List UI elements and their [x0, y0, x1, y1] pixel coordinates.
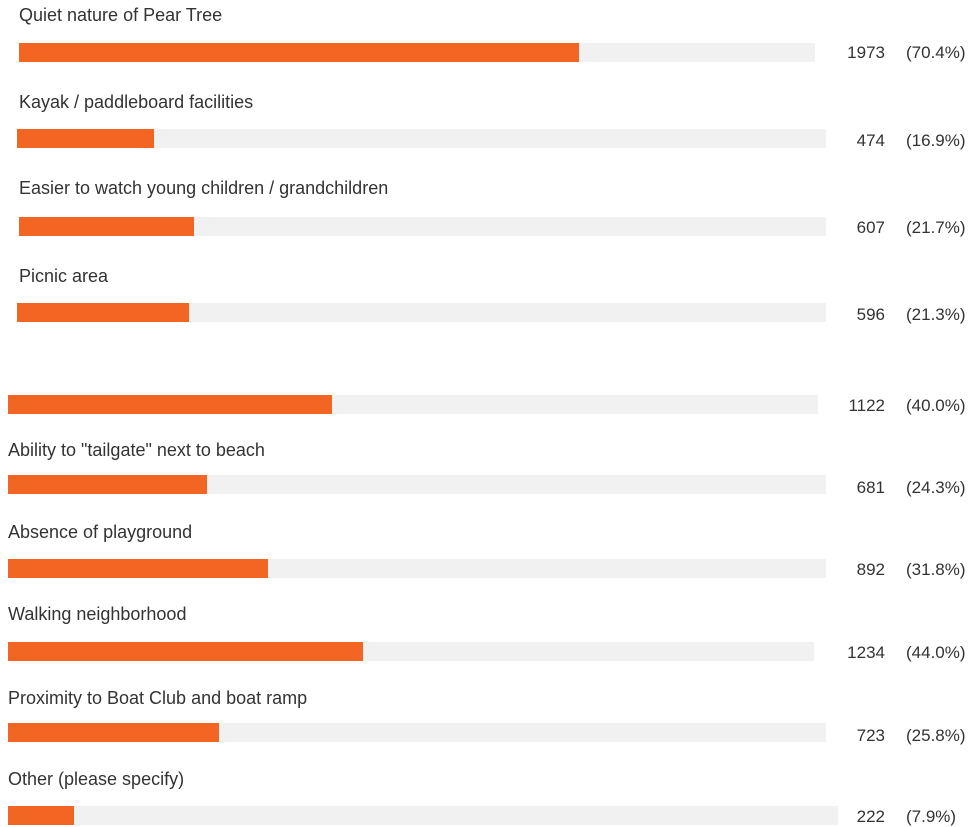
bar-track: [8, 395, 818, 414]
bar: [8, 642, 363, 661]
bar: [8, 395, 332, 414]
percent-label: (31.8%): [906, 560, 966, 579]
bar: [19, 217, 195, 236]
percent-label: (70.4%): [906, 43, 966, 62]
category-label: Easier to watch young children / grandch…: [19, 178, 389, 198]
bar-track: [8, 723, 826, 742]
bar-track: [19, 43, 815, 62]
count-label: 681: [856, 478, 885, 497]
category-label: Picnic area: [19, 266, 109, 286]
bar-track: [8, 475, 826, 494]
bar: [17, 129, 154, 148]
percent-label: (24.3%): [906, 478, 966, 497]
percent-label: (21.7%): [906, 218, 966, 237]
count-label: 596: [856, 305, 885, 324]
count-label: 723: [856, 726, 885, 745]
count-label: 607: [856, 218, 885, 237]
percent-label: (16.9%): [906, 131, 966, 150]
count-label: 222: [856, 807, 885, 826]
bar: [8, 806, 74, 825]
bar-track: [17, 129, 826, 148]
bar-track: [19, 217, 826, 236]
count-label: 892: [856, 560, 885, 579]
percent-label: (40.0%): [906, 396, 966, 415]
count-label: 1234: [847, 643, 885, 662]
bar-track: [17, 303, 826, 322]
category-label: Ability to "tailgate" next to beach: [8, 440, 265, 460]
category-label: Other (please specify): [8, 769, 185, 789]
category-label: Quiet nature of Pear Tree: [19, 5, 223, 25]
category-label: Proximity to Boat Club and boat ramp: [8, 688, 308, 708]
category-label: Kayak / paddleboard facilities: [19, 92, 254, 112]
bar-track: [8, 642, 814, 661]
bar: [8, 723, 220, 742]
count-label: 1122: [848, 396, 885, 415]
bar: [8, 559, 269, 578]
category-label: Absence of playground: [8, 522, 193, 542]
bar-track: [8, 806, 838, 825]
bar: [8, 475, 207, 494]
bar: [17, 303, 190, 322]
count-label: 1973: [847, 43, 885, 62]
category-label: Walking neighborhood: [8, 604, 187, 624]
percent-label: (7.9%): [906, 807, 957, 826]
bar-track: [8, 559, 826, 578]
count-label: 474: [856, 131, 885, 150]
percent-label: (25.8%): [906, 726, 966, 745]
percent-label: (44.0%): [906, 643, 966, 662]
bar: [19, 43, 580, 62]
percent-label: (21.3%): [906, 305, 966, 324]
